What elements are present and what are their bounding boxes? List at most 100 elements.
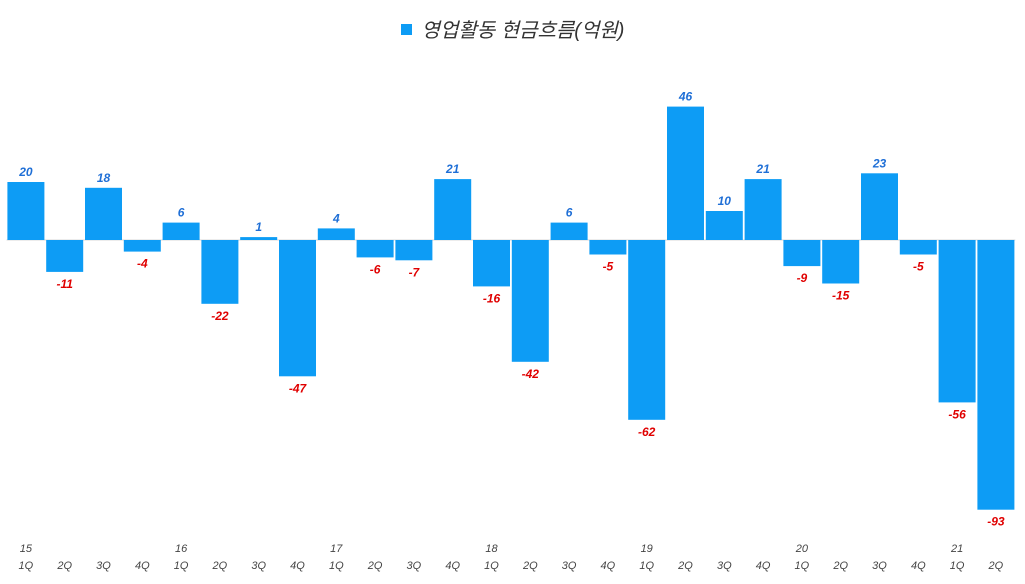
x-tick-quarter: 2Q	[212, 560, 228, 572]
bar	[667, 106, 704, 240]
bar	[705, 211, 743, 240]
data-label: -5	[913, 260, 924, 274]
data-label: 46	[678, 90, 693, 104]
data-label-bg	[206, 307, 234, 323]
legend: 영업활동 현금흐름(억원)	[0, 14, 1025, 43]
bar	[628, 240, 666, 420]
data-label-bg	[633, 423, 661, 439]
bar	[938, 240, 976, 403]
data-label: 20	[18, 165, 33, 179]
x-tick-quarter: 1Q	[484, 560, 499, 572]
data-label-bg	[982, 513, 1010, 529]
data-label-bg	[827, 287, 855, 303]
legend-swatch	[400, 24, 412, 35]
data-label: -9	[797, 271, 808, 285]
x-tick-quarter: 4Q	[756, 560, 771, 572]
data-label-bg	[478, 290, 505, 306]
data-label: 21	[445, 162, 460, 176]
x-tick-quarter: 4Q	[290, 560, 305, 572]
bar	[279, 240, 316, 377]
data-label-bg	[869, 155, 890, 171]
bar	[744, 179, 782, 240]
x-tick-year: 19	[641, 543, 653, 555]
data-label-bg	[908, 258, 929, 274]
x-tick-quarter: 4Q	[911, 560, 926, 572]
data-label-bg	[753, 161, 774, 177]
bar	[473, 240, 510, 287]
data-label-bg	[93, 169, 114, 185]
data-label-bg	[714, 193, 735, 208]
bar	[123, 240, 161, 252]
data-label-bg	[675, 88, 696, 104]
x-tick-year: 18	[485, 543, 498, 555]
data-label-bg	[597, 258, 618, 274]
data-label-bg	[284, 380, 311, 396]
x-tick-quarter: 3Q	[562, 560, 577, 572]
x-tick-quarter: 1Q	[795, 560, 810, 572]
bar	[356, 240, 394, 258]
bar	[783, 240, 821, 267]
data-label: 10	[718, 194, 732, 208]
data-label-bg	[132, 255, 153, 271]
x-tick-quarter: 1Q	[329, 560, 344, 572]
x-tick-year: 15	[20, 543, 33, 555]
data-label-bg	[329, 210, 343, 226]
data-label-bg	[943, 406, 971, 422]
data-label-bg	[562, 204, 576, 220]
x-tick-year: 17	[330, 543, 343, 555]
data-label: -47	[289, 381, 308, 395]
x-tick-year: 16	[175, 543, 188, 555]
data-label: 18	[97, 171, 111, 185]
bar	[861, 173, 898, 240]
bar	[85, 187, 122, 240]
data-label-bg	[51, 275, 79, 291]
bar	[899, 240, 937, 255]
bar	[162, 222, 200, 240]
x-tick-quarter: 1Q	[639, 560, 654, 572]
data-label-bg	[174, 204, 188, 220]
data-label: -15	[832, 289, 850, 303]
bar	[46, 240, 84, 272]
data-label: 23	[872, 156, 887, 170]
data-label-bg	[516, 365, 544, 381]
data-label: -56	[948, 407, 966, 421]
data-label-bg	[15, 164, 36, 179]
data-label: -42	[522, 367, 540, 381]
bar	[201, 240, 239, 304]
data-label: 6	[178, 206, 185, 220]
bar	[977, 240, 1015, 510]
bar	[511, 240, 549, 362]
x-tick-quarter: 3Q	[96, 560, 111, 572]
bar	[550, 222, 588, 240]
data-label: -16	[483, 291, 501, 305]
x-tick-quarter: 2Q	[56, 560, 72, 572]
data-label: -7	[409, 265, 421, 279]
data-label: -5	[603, 260, 614, 274]
bar	[395, 240, 433, 261]
data-label: 6	[566, 206, 573, 220]
data-label: -22	[211, 309, 229, 323]
x-tick-quarter: 2Q	[832, 560, 848, 572]
bar	[589, 240, 627, 255]
bar	[7, 182, 45, 240]
x-tick-quarter: 4Q	[601, 560, 616, 572]
data-label: 1	[255, 220, 262, 234]
data-label-bg	[791, 270, 812, 286]
data-label-bg	[442, 161, 463, 177]
data-label: -6	[370, 262, 381, 276]
x-tick-quarter: 2Q	[677, 560, 693, 572]
x-tick-quarter: 3Q	[407, 560, 422, 572]
x-tick-quarter: 4Q	[445, 560, 460, 572]
x-tick-quarter: 4Q	[135, 560, 150, 572]
x-tick-quarter: 3Q	[251, 560, 266, 572]
data-label: 21	[755, 162, 770, 176]
x-tick-year: 21	[950, 543, 963, 555]
bar	[822, 240, 860, 284]
x-tick-quarter: 3Q	[717, 560, 732, 572]
x-tick-quarter: 1Q	[174, 560, 189, 572]
x-tick-quarter: 2Q	[367, 560, 383, 572]
x-tick-quarter: 1Q	[950, 560, 965, 572]
bar	[240, 237, 278, 240]
data-label: 4	[332, 211, 340, 225]
